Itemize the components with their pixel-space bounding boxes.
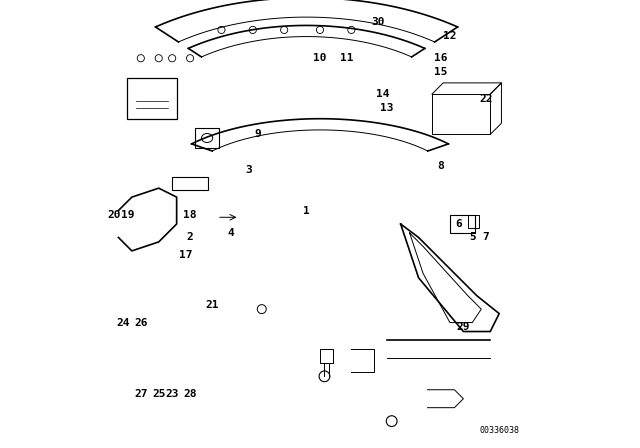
Text: 11: 11 (340, 53, 354, 63)
Text: 13: 13 (380, 103, 394, 112)
Text: 30: 30 (371, 17, 385, 27)
Text: 15: 15 (434, 67, 448, 77)
Text: 8: 8 (438, 161, 444, 171)
Text: 12: 12 (443, 31, 457, 41)
Text: 29: 29 (456, 322, 470, 332)
Text: 19: 19 (120, 210, 134, 220)
Text: 14: 14 (376, 89, 390, 99)
Text: 00336038: 00336038 (479, 426, 519, 435)
Text: 24: 24 (116, 318, 130, 327)
Text: 4: 4 (227, 228, 234, 238)
Text: 17: 17 (179, 250, 193, 260)
Text: 7: 7 (483, 233, 489, 242)
Text: 6: 6 (456, 219, 462, 229)
Text: 22: 22 (479, 94, 493, 103)
Text: 1: 1 (303, 206, 310, 215)
Text: 27: 27 (134, 389, 148, 399)
Text: 3: 3 (245, 165, 252, 175)
Text: 16: 16 (434, 53, 448, 63)
Text: 10: 10 (313, 53, 327, 63)
Text: 5: 5 (469, 233, 476, 242)
Text: 21: 21 (205, 300, 220, 310)
Text: 20: 20 (107, 210, 121, 220)
Text: 2: 2 (187, 233, 193, 242)
Text: 26: 26 (134, 318, 148, 327)
Text: 25: 25 (152, 389, 166, 399)
Text: 18: 18 (183, 210, 197, 220)
Text: 23: 23 (165, 389, 179, 399)
Text: 28: 28 (183, 389, 197, 399)
Text: 9: 9 (254, 129, 260, 139)
